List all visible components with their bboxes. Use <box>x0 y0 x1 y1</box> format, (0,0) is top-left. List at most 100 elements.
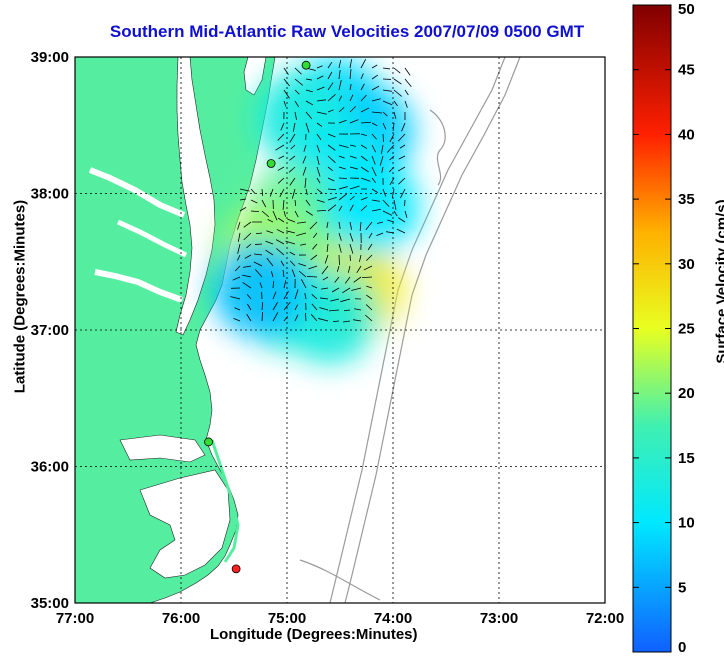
velocity-arrow <box>280 122 285 131</box>
map-title: Southern Mid-Atlantic Raw Velocities 200… <box>109 22 585 41</box>
velocity-arrow <box>365 304 373 311</box>
velocity-arrow <box>330 298 340 302</box>
velocity-arrow <box>294 111 297 120</box>
velocity-arrow <box>371 199 380 202</box>
velocity-arrow <box>300 278 307 289</box>
velocity-arrow <box>327 155 336 163</box>
velocity-arrow <box>305 122 310 133</box>
velocity-arrow <box>294 304 299 311</box>
velocity-arrow <box>261 188 264 197</box>
velocity-arrow <box>360 94 367 102</box>
x-axis-label: Longitude (Degrees:Minutes) <box>210 626 418 643</box>
velocity-arrow <box>283 280 287 289</box>
velocity-arrow <box>349 106 356 113</box>
velocity-arrow <box>380 144 384 154</box>
velocity-arrow <box>347 265 351 273</box>
colorbar-tick-label: 25 <box>678 321 695 338</box>
velocity-arrow <box>298 270 307 278</box>
velocity-arrow <box>327 94 336 102</box>
velocity-arrow <box>382 122 387 130</box>
velocity-arrow <box>283 100 287 107</box>
velocity-arrow <box>327 82 334 91</box>
velocity-arrow <box>239 198 246 201</box>
velocity-arrow <box>247 303 252 311</box>
velocity-arrow <box>276 248 285 256</box>
y-axis-ticks: 39:00 38:00 37:00 36:00 35:00 <box>31 49 69 612</box>
velocity-arrow <box>316 99 326 102</box>
velocity-arrow <box>261 199 267 208</box>
velocity-arrow <box>316 166 321 177</box>
velocity-arrow <box>338 177 348 179</box>
velocity-arrow <box>359 254 362 262</box>
velocity-arrow <box>338 193 348 201</box>
velocity-arrow <box>404 100 408 108</box>
velocity-arrow <box>371 74 379 80</box>
velocity-arrow <box>371 133 377 140</box>
velocity-arrow <box>269 188 274 197</box>
velocity-arrow <box>316 155 320 165</box>
albemarle-sound <box>119 434 206 463</box>
velocity-arrow <box>360 107 370 113</box>
plot-frame <box>74 56 606 604</box>
velocity-arrow <box>354 308 362 311</box>
velocity-arrow <box>285 240 296 245</box>
delaware-bay <box>243 57 267 96</box>
velocity-arrow <box>277 177 285 184</box>
velocity-arrow <box>393 210 398 217</box>
velocity-arrow <box>310 313 318 322</box>
velocity-arrow <box>368 232 373 239</box>
velocity-arrow <box>246 243 252 249</box>
colorbar-tick-label: 35 <box>678 191 695 208</box>
velocity-arrow <box>360 196 368 201</box>
velocity-arrow <box>250 199 258 204</box>
velocity-arrow <box>382 133 384 143</box>
velocity-arrow <box>296 232 307 236</box>
velocity-arrow <box>398 155 406 160</box>
velocity-arrow <box>360 133 367 137</box>
velocity-arrow <box>297 221 307 224</box>
velocity-arrow <box>393 78 402 85</box>
velocity-arrow <box>353 319 362 322</box>
velocity-arrow <box>279 188 285 198</box>
colorbar-tick-label: 45 <box>678 62 695 79</box>
velocity-arrow <box>326 243 329 252</box>
velocity-arrow <box>343 320 351 323</box>
velocity-arrow <box>243 221 252 228</box>
velocity-arrow <box>282 270 285 278</box>
velocity-arrow <box>312 232 318 238</box>
velocity-arrow <box>360 121 372 124</box>
velocity-arrow <box>246 314 252 322</box>
velocity-arrow <box>359 221 362 231</box>
y-tick-label: 35:00 <box>31 595 69 612</box>
velocity-arrow <box>319 307 329 311</box>
velocity-arrow <box>321 287 329 290</box>
outer-banks <box>210 439 240 563</box>
velocity-arrow <box>371 64 378 69</box>
velocity-arrow <box>311 285 318 289</box>
velocity-arrow <box>277 166 285 171</box>
radar-station-marker <box>204 437 213 447</box>
colorbar-tick-label: 40 <box>678 126 695 143</box>
colorbar-tick-label: 10 <box>678 515 695 532</box>
velocity-arrow <box>397 166 406 172</box>
velocity-arrow <box>396 228 406 234</box>
velocity-arrow <box>389 155 395 161</box>
velocity-arrow <box>316 199 325 203</box>
velocity-arrow <box>294 67 302 75</box>
velocity-arrow <box>382 100 393 106</box>
velocity-arrow <box>326 221 329 228</box>
velocity-arrow <box>294 289 299 300</box>
velocity-arrow <box>349 94 354 102</box>
x-axis-ticks: 77:00 76:00 75:00 74:00 73:00 72:00 <box>56 610 624 627</box>
velocity-arrow <box>382 188 387 197</box>
velocity-arrow <box>338 155 345 159</box>
velocity-arrow <box>349 254 351 262</box>
velocity-arrow <box>288 166 296 173</box>
velocity-arrow <box>230 296 241 300</box>
velocity-arrow <box>266 230 274 234</box>
velocity-arrow <box>349 243 354 254</box>
radar-stations <box>204 60 311 574</box>
velocity-arrow <box>338 119 347 124</box>
velocity-arrow <box>381 166 384 173</box>
velocity-arrow <box>371 177 377 183</box>
